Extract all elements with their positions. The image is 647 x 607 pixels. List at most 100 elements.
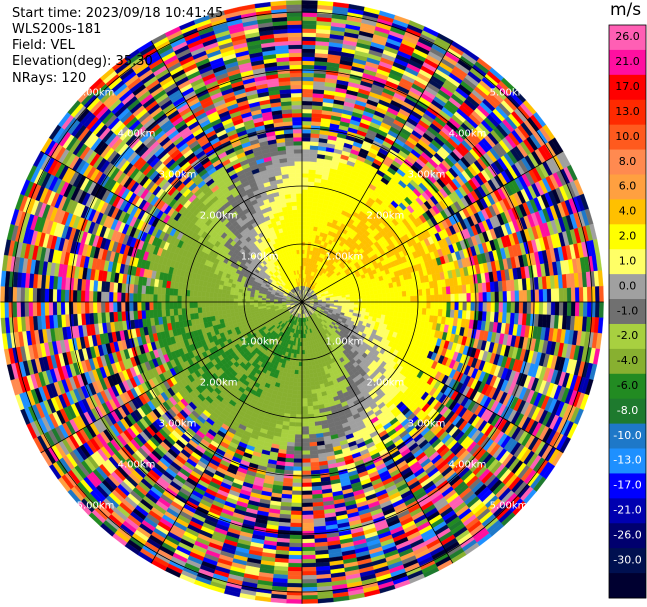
- range-gate: [308, 173, 316, 179]
- range-gate: [301, 386, 307, 391]
- range-gate: [377, 309, 383, 315]
- range-gate: [301, 390, 307, 395]
- range-gate: [389, 287, 395, 293]
- range-gate: [289, 542, 303, 548]
- range-gate: [301, 570, 317, 576]
- range-gate: [494, 301, 500, 313]
- range-gate: [301, 382, 307, 387]
- range-gate: [301, 462, 311, 468]
- range-gate: [506, 290, 512, 303]
- range-gate: [290, 514, 303, 520]
- range-gate: [309, 373, 315, 379]
- range-gate: [306, 385, 312, 391]
- range-gate: [296, 398, 303, 403]
- range-gate: [301, 104, 313, 110]
- range-gate: [291, 494, 303, 500]
- range-gate: [390, 297, 395, 303]
- range-gate: [502, 301, 508, 313]
- range-gate: [393, 291, 399, 298]
- range-gate: [482, 292, 488, 303]
- range-gate: [286, 445, 295, 451]
- range-gate: [301, 48, 316, 54]
- range-gate: [285, 449, 295, 455]
- range-gate: [289, 526, 303, 532]
- range-gate: [296, 406, 303, 411]
- range-gate: [290, 510, 303, 516]
- range-gate: [294, 369, 299, 375]
- range-gate: [510, 290, 516, 303]
- range-gate: [301, 470, 312, 476]
- range-gate: [301, 574, 317, 580]
- range-gate: [554, 301, 560, 316]
- range-gate: [538, 289, 544, 303]
- range-gate: [389, 306, 395, 312]
- range-gate: [294, 442, 303, 447]
- range-gate: [437, 287, 443, 295]
- range-gate: [301, 474, 312, 480]
- range-gate: [298, 370, 303, 375]
- range-gate: [434, 301, 439, 310]
- range-gate: [470, 301, 476, 312]
- range-gate: [307, 189, 314, 195]
- range-gate: [461, 284, 467, 294]
- range-gate: [301, 442, 310, 447]
- range-gate: [301, 56, 315, 62]
- range-gate: [362, 298, 367, 303]
- range-gate: [301, 530, 315, 536]
- range-gate: [370, 301, 375, 306]
- range-gate: [574, 301, 580, 317]
- range-gate: [301, 494, 313, 500]
- range-gate: [309, 377, 315, 383]
- range-gate: [311, 209, 317, 215]
- range-gate: [301, 108, 313, 114]
- range-gate: [445, 309, 451, 318]
- range-gate: [295, 410, 303, 415]
- velocity-field: [0, 0, 604, 604]
- range-gate: [486, 301, 492, 313]
- range-gate: [369, 290, 375, 296]
- range-gate: [430, 301, 435, 310]
- range-gate: [558, 288, 564, 303]
- range-gate: [301, 599, 318, 604]
- range-gate: [453, 285, 459, 295]
- range-gate: [308, 169, 317, 175]
- range-gate: [394, 301, 399, 308]
- range-gate: [534, 289, 540, 303]
- range-gate: [301, 458, 311, 464]
- range-gate: [530, 289, 536, 303]
- range-gate: [290, 401, 297, 407]
- range-gate: [542, 301, 548, 315]
- range-gate: [305, 365, 310, 371]
- range-gate: [402, 301, 407, 308]
- range-gate: [534, 301, 540, 315]
- range-gate: [402, 296, 407, 303]
- range-gate: [288, 425, 296, 431]
- range-gate: [305, 373, 311, 379]
- range-gate: [389, 311, 395, 317]
- range-gate: [293, 377, 299, 383]
- range-gate: [353, 295, 359, 300]
- range-gate: [288, 381, 294, 387]
- range-gate: [285, 453, 295, 459]
- range-gate: [453, 309, 459, 319]
- range-gate: [301, 20, 317, 26]
- range-gate: [566, 287, 572, 303]
- range-gate: [390, 301, 395, 307]
- range-gate: [462, 293, 468, 303]
- range-gate: [311, 389, 317, 395]
- range-gate: [292, 385, 298, 391]
- range-gate: [294, 446, 303, 451]
- range-gate: [301, 374, 307, 379]
- range-gate: [381, 293, 387, 298]
- range-gate: [578, 287, 584, 303]
- range-gate: [393, 306, 399, 313]
- range-gate: [458, 301, 464, 311]
- range-gate: [361, 295, 367, 299]
- range-gate: [301, 454, 311, 459]
- range-gate: [518, 290, 524, 303]
- range-gate: [292, 470, 303, 476]
- range-gate: [299, 350, 303, 355]
- range-gate: [290, 522, 303, 528]
- range-gate: [301, 366, 306, 371]
- range-gate: [301, 136, 311, 142]
